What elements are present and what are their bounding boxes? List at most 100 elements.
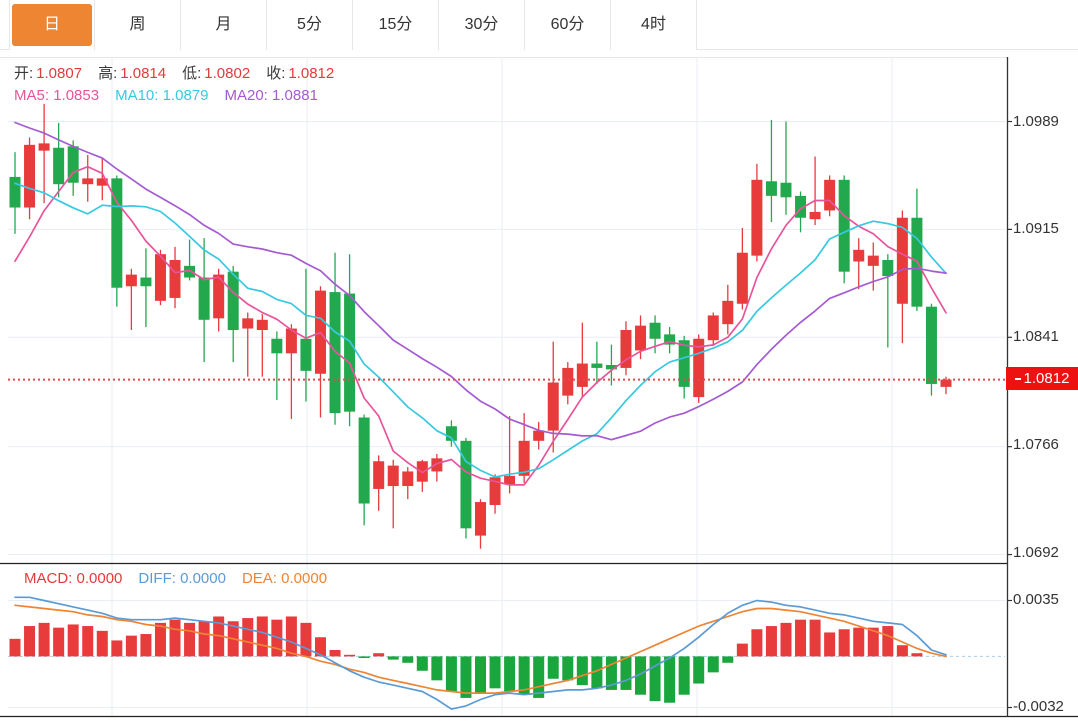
candle-body: [227, 271, 239, 331]
macd-bar: [780, 622, 792, 657]
macd-bar: [285, 616, 297, 657]
macd-bar: [256, 616, 268, 657]
macd-bar: [111, 640, 123, 657]
tab-week[interactable]: 周: [95, 0, 181, 50]
ma-header: MA5: 1.0853 MA10: 1.0879 MA20: 1.0881: [14, 87, 334, 104]
macd-bar: [9, 638, 21, 657]
macd-bar: [460, 656, 472, 698]
axis-tick-dash: [1014, 377, 1021, 380]
macd-bar: [402, 656, 414, 663]
candle-body: [344, 293, 356, 412]
high-value: 1.0814: [120, 65, 167, 82]
tab-day[interactable]: 日: [9, 0, 95, 50]
macd-bar: [751, 629, 763, 657]
macd-bar: [300, 622, 312, 657]
close-label: 收:: [266, 65, 286, 82]
macd-bar: [664, 656, 676, 703]
candle-body: [751, 179, 763, 256]
close-value: 1.0812: [288, 65, 335, 82]
timeframe-tabbar: 日 周 月 5分 15分 30分 60分 4时: [0, 0, 1078, 50]
candle-body: [82, 178, 94, 185]
candle-body: [605, 365, 617, 370]
candle-body: [475, 502, 487, 536]
tab-label: 30分: [464, 16, 499, 33]
candle-body: [562, 367, 574, 396]
macd-bar: [576, 656, 588, 686]
candle-body: [9, 176, 21, 208]
macd-header: MACD: 0.0000 DIFF: 0.0000 DEA: 0.0000: [24, 570, 343, 587]
candle-body: [853, 249, 865, 262]
macd-bar: [795, 619, 807, 657]
ohlc-header: 开: 1.0807 高: 1.0814 低: 1.0802 收: 1.0812: [14, 62, 350, 83]
candle-body: [460, 440, 472, 529]
tab-label: 4时: [641, 16, 666, 33]
candle-body: [431, 458, 443, 472]
macd-value: 0.0000: [76, 570, 123, 587]
macd-bar: [518, 656, 530, 695]
candle-body: [198, 277, 210, 320]
candle-body: [795, 195, 807, 218]
candle-body: [140, 277, 152, 287]
tab-label: 日: [43, 16, 60, 33]
candle-body: [489, 477, 501, 505]
macd-axis-tick-1: -0.0032: [1013, 698, 1064, 715]
macd-bar: [242, 618, 254, 657]
candle-body: [67, 146, 79, 183]
candle-body: [285, 328, 297, 354]
candle-body: [271, 338, 283, 354]
tab-15min[interactable]: 15分: [353, 0, 439, 50]
candle-body: [867, 255, 879, 266]
tab-label: 15分: [378, 16, 413, 33]
tab-4hour[interactable]: 4时: [611, 0, 697, 50]
macd-bar: [635, 656, 647, 695]
macd-bar: [140, 634, 152, 657]
tab-5min[interactable]: 5分: [267, 0, 353, 50]
price-axis-tick-4: 1.0692: [1013, 544, 1059, 561]
macd-label: MACD:: [24, 570, 73, 587]
macd-axis-tick-0: 0.0035: [1013, 591, 1059, 608]
macd-bar: [824, 632, 836, 657]
candle-body: [896, 217, 908, 304]
diff-label: DIFF:: [138, 570, 176, 587]
candle-body: [649, 322, 661, 339]
candle-body: [925, 306, 937, 384]
macd-bar: [329, 650, 341, 657]
open-value: 1.0807: [36, 65, 83, 82]
tab-label: 周: [129, 16, 146, 33]
candle-body: [722, 300, 734, 325]
price-axis-tick-1: 1.0915: [1013, 220, 1059, 237]
macd-bar: [53, 627, 65, 657]
macd-bar: [387, 656, 399, 660]
tab-30min[interactable]: 30分: [439, 0, 525, 50]
candle-body: [24, 144, 36, 208]
tab-month[interactable]: 月: [181, 0, 267, 50]
macd-bar: [809, 619, 821, 657]
macd-bar: [96, 630, 108, 657]
macd-bar: [765, 626, 777, 657]
candle-body: [300, 338, 312, 371]
last-price-badge: 1.0812: [1006, 367, 1078, 390]
macd-bar: [169, 619, 181, 657]
ma20-line: [14, 121, 947, 441]
macd-bar: [154, 622, 166, 657]
candle-body: [256, 319, 268, 331]
candle-body: [504, 475, 516, 485]
candle-body: [882, 260, 894, 277]
tab-60min[interactable]: 60分: [525, 0, 611, 50]
candle-body: [693, 338, 705, 398]
dea-value: 0.0000: [281, 570, 328, 587]
candle-body: [591, 363, 603, 368]
macd-bar: [504, 656, 516, 692]
macd-bar: [67, 624, 79, 657]
macd-bar: [911, 653, 923, 657]
ma20-label: MA20:: [224, 87, 268, 104]
macd-bar: [125, 635, 137, 657]
candle-body: [154, 254, 166, 301]
price-axis-tick-2: 1.0841: [1013, 328, 1059, 345]
macd-bar: [82, 626, 94, 657]
macd-bar: [489, 656, 501, 689]
candle-body: [707, 315, 719, 341]
macd-bar: [38, 622, 50, 657]
